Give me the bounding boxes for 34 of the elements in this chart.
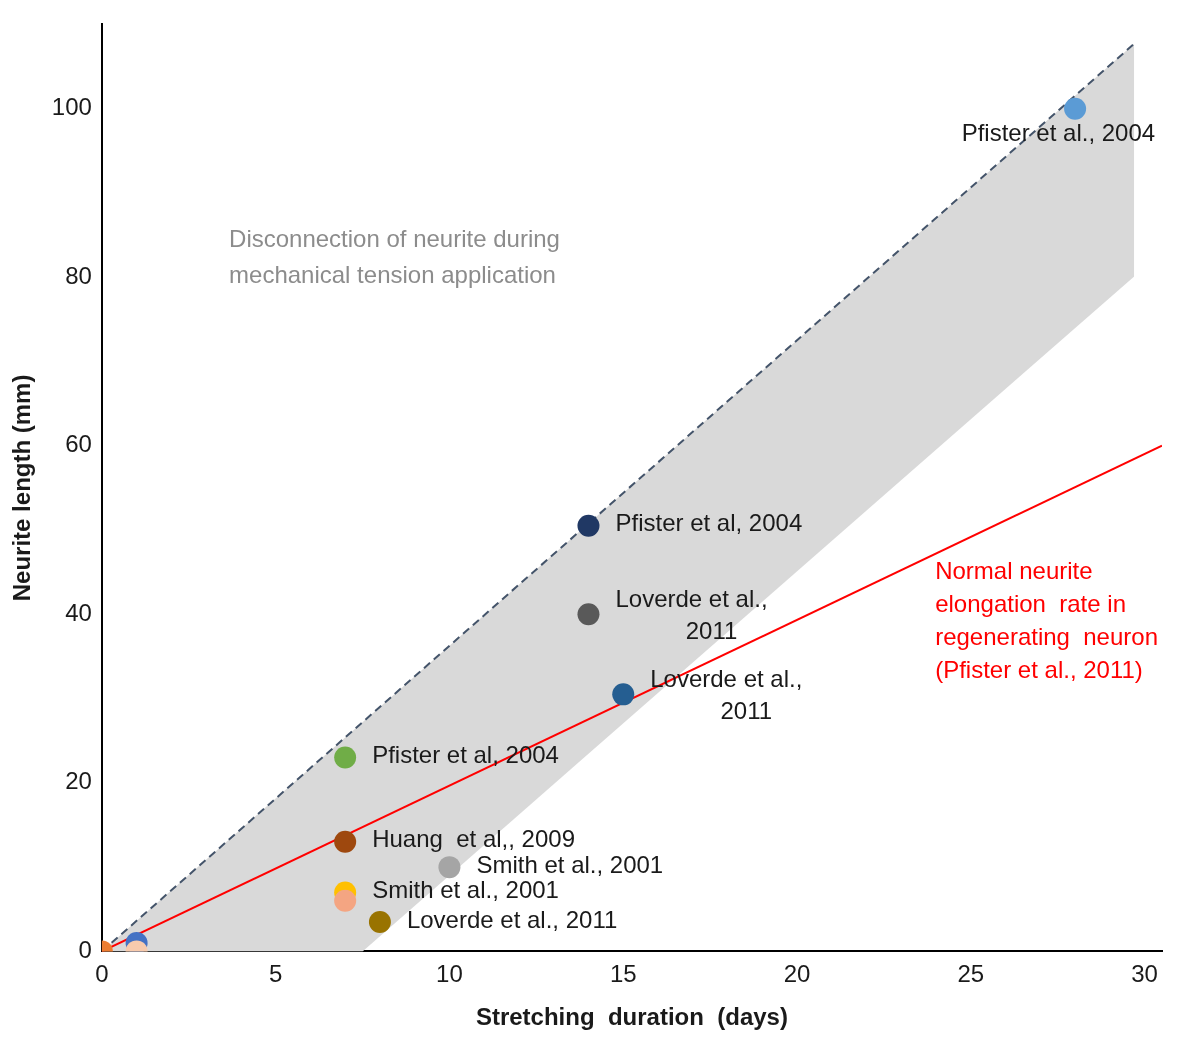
point bbox=[334, 830, 357, 853]
annotation: Huang et al,, 2009 bbox=[372, 825, 575, 853]
point bbox=[577, 603, 600, 626]
y-tick-label: 60 bbox=[65, 430, 92, 458]
x-tick-label: 15 bbox=[609, 960, 637, 988]
annotation: Pfister et al, 2004 bbox=[615, 509, 803, 537]
point bbox=[577, 514, 600, 537]
y-tick-label: 100 bbox=[51, 93, 92, 121]
annotation: Disconnection of neurite during mechanical tension application bbox=[229, 224, 560, 288]
x-tick-label: 30 bbox=[1131, 960, 1158, 988]
x-tick-label: 0 bbox=[95, 960, 109, 988]
x-tick-label: 10 bbox=[436, 960, 463, 988]
annotation: Loverde et al., 2011 bbox=[615, 584, 768, 644]
y-tick-label: 80 bbox=[65, 261, 92, 289]
y-tick-label: 40 bbox=[65, 598, 92, 626]
point bbox=[334, 746, 357, 769]
x-tick-label: 25 bbox=[957, 960, 985, 988]
point bbox=[334, 889, 357, 912]
y-axis-title: Neurite length (mm) bbox=[8, 374, 36, 602]
annotation: Pfister et al, 2004 bbox=[372, 741, 559, 769]
point bbox=[368, 910, 391, 933]
x-tick-label: 5 bbox=[268, 960, 283, 988]
annotation: Loverde et al., 2011 bbox=[406, 905, 618, 933]
annotation: Smith et al., 2001 bbox=[476, 850, 664, 878]
x-axis-title: Stretching duration (days) bbox=[475, 1003, 788, 1031]
point bbox=[612, 683, 635, 706]
y-tick-label: 0 bbox=[78, 936, 92, 964]
annotation: Smith et al., 2001 bbox=[372, 876, 559, 904]
y-tick-label: 20 bbox=[65, 767, 92, 795]
point bbox=[1064, 97, 1087, 120]
x-tick-label: 20 bbox=[783, 960, 811, 988]
point bbox=[438, 856, 461, 879]
series-label: Normal neurite elongation rate in regenerating neuron (Pfister et al., 2011) bbox=[935, 556, 1159, 683]
annotation: Pfister et al., 2004 bbox=[961, 119, 1156, 147]
